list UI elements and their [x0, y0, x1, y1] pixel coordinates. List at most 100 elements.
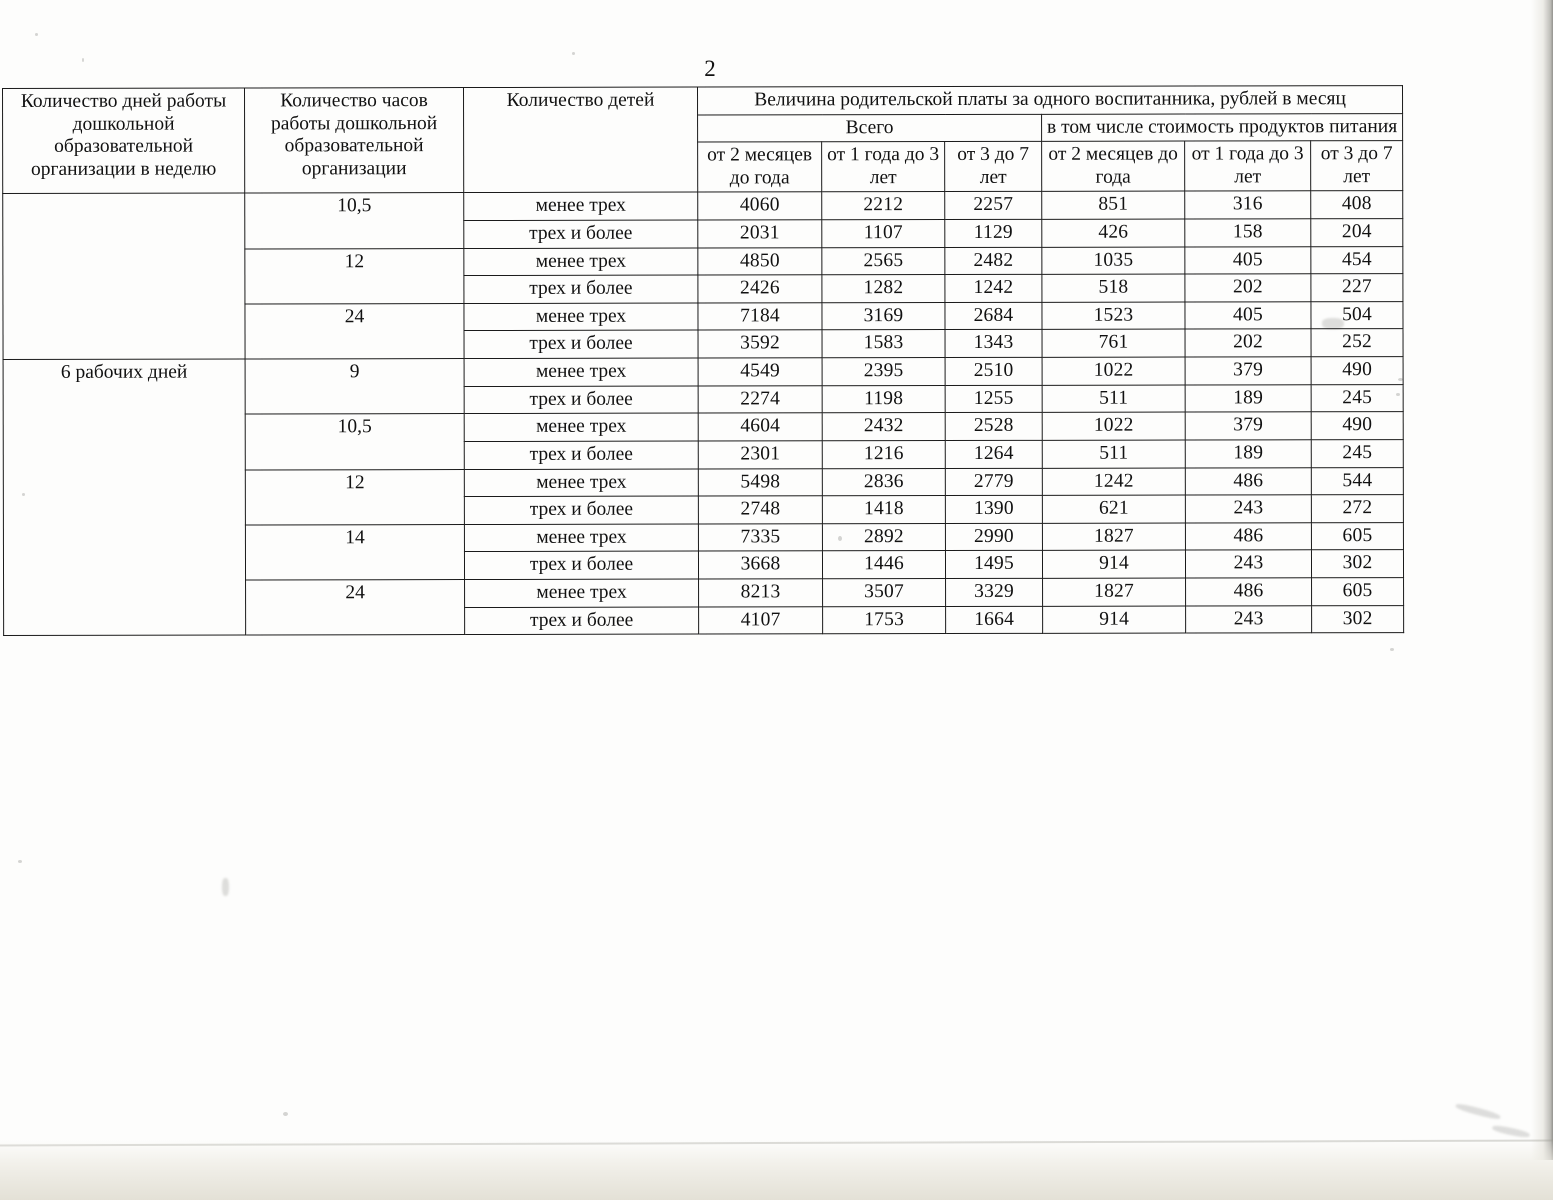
cell-food-2m-1y: 426	[1041, 219, 1185, 247]
cell-total-3y-7y: 1390	[945, 495, 1043, 524]
cell-total-1y-3y: 1282	[821, 274, 945, 303]
header-total: Всего	[697, 113, 1042, 143]
cell-children-count: менее трех	[464, 413, 699, 442]
cell-food-1y-3y: 379	[1185, 356, 1312, 385]
cell-total-3y-7y: 2528	[945, 412, 1043, 441]
scan-speck	[283, 1112, 288, 1116]
cell-total-3y-7y: 3329	[945, 578, 1043, 607]
cell-total-1y-3y: 2836	[822, 468, 946, 496]
cell-total-3y-7y: 2684	[944, 302, 1043, 331]
cell-food-1y-3y: 243	[1185, 494, 1312, 523]
cell-total-2m-1y: 2031	[697, 219, 822, 248]
cell-total-3y-7y: 2990	[945, 523, 1043, 551]
page-edge-shadow-right	[1531, 0, 1553, 1160]
cell-total-2m-1y: 4060	[697, 192, 822, 221]
page-number: 2	[704, 56, 716, 81]
header-children-count: Количество детей	[463, 87, 698, 193]
cell-total-2m-1y: 2301	[698, 440, 823, 469]
cell-total-3y-7y: 2482	[944, 246, 1042, 275]
header-total-age-1y-3y: от 1 года до 3 лет	[821, 141, 945, 193]
cell-total-1y-3y: 1446	[822, 550, 946, 579]
cell-food-2m-1y: 1035	[1041, 246, 1185, 275]
cell-food-2m-1y: 914	[1042, 550, 1186, 579]
cell-children-count: трех и более	[464, 385, 699, 414]
cell-food-3y-7y: 245	[1311, 439, 1404, 468]
scan-speck	[35, 33, 38, 36]
cell-total-2m-1y: 2274	[698, 385, 823, 414]
cell-total-1y-3y: 2432	[822, 412, 946, 441]
cell-hours: 14	[245, 524, 465, 580]
cell-hours: 9	[245, 358, 465, 415]
cell-total-3y-7y: 1129	[944, 219, 1042, 248]
cell-total-2m-1y: 4850	[697, 247, 822, 276]
fee-table-container: Количество дней работы дошкольной образо…	[2, 85, 1404, 636]
cell-children-count: трех и более	[464, 496, 699, 525]
cell-total-2m-1y: 5498	[698, 468, 823, 497]
header-total-age-2m-1y: от 2 месяцев до года	[697, 142, 822, 193]
cell-food-3y-7y: 252	[1311, 329, 1404, 357]
header-food-cost: в том числе стоимость продуктов питания	[1041, 113, 1403, 142]
table-row: 6 рабочих дней 9 менее трех 4549 2395 2510 102…	[3, 356, 1404, 636]
cell-food-2m-1y: 1827	[1042, 577, 1186, 606]
cell-food-1y-3y: 379	[1185, 412, 1312, 440]
cell-food-3y-7y: 302	[1311, 605, 1404, 633]
cell-food-3y-7y: 204	[1310, 218, 1403, 247]
cell-total-1y-3y: 2212	[821, 191, 945, 220]
cell-total-3y-7y: 2257	[944, 191, 1042, 220]
header-row-1: Количество дней работы дошкольной образо…	[2, 85, 1403, 194]
cell-hours: 10,5	[245, 413, 465, 470]
cell-food-2m-1y: 1523	[1041, 301, 1186, 330]
cell-food-2m-1y: 1242	[1042, 467, 1186, 496]
cell-total-2m-1y: 4549	[698, 357, 823, 386]
cell-food-1y-3y: 189	[1185, 439, 1312, 468]
cell-food-2m-1y: 914	[1042, 605, 1186, 634]
cell-food-1y-3y: 202	[1184, 274, 1311, 302]
cell-food-2m-1y: 518	[1041, 274, 1185, 303]
cell-food-2m-1y: 851	[1041, 191, 1185, 220]
cell-total-2m-1y: 2426	[697, 275, 822, 303]
table-body: 10,5 менее трех 4060 2212 2257 851 316 408 трех …	[2, 191, 1404, 636]
cell-food-1y-3y: 405	[1184, 246, 1311, 275]
cell-food-2m-1y: 621	[1042, 495, 1186, 524]
cell-food-2m-1y: 511	[1042, 384, 1186, 413]
cell-days-per-week: 6 рабочих дней	[3, 359, 246, 636]
parental-fee-table: Количество дней работы дошкольной образо…	[2, 85, 1404, 636]
table-row: 10,5 менее трех 4060 2212 2257 851 316 408	[2, 191, 1403, 360]
header-food-age-1y-3y: от 1 года до 3 лет	[1184, 140, 1311, 192]
cell-total-2m-1y: 7335	[698, 523, 823, 552]
table-head: Количество дней работы дошкольной образо…	[2, 85, 1403, 194]
cell-total-3y-7y: 1242	[944, 274, 1042, 303]
cell-total-1y-3y: 2395	[822, 357, 946, 386]
cell-food-3y-7y: 544	[1311, 467, 1404, 495]
cell-total-3y-7y: 2779	[945, 467, 1043, 496]
page-edge-shadow-bottom	[0, 1140, 1553, 1200]
header-hours: Количество часов работы дошкольной образ…	[244, 87, 464, 194]
cell-hours: 24	[245, 579, 465, 636]
cell-hours: 24	[244, 303, 465, 360]
cell-food-3y-7y: 504	[1310, 301, 1404, 330]
cell-total-2m-1y: 4604	[698, 413, 823, 441]
cell-food-1y-3y: 486	[1185, 467, 1312, 496]
cell-food-2m-1y: 1022	[1042, 412, 1186, 441]
cell-total-1y-3y: 1418	[822, 495, 946, 524]
cell-food-1y-3y: 316	[1184, 191, 1311, 220]
cell-total-1y-3y: 1216	[822, 440, 946, 469]
page-edge-line-bottom	[0, 1139, 1553, 1147]
cell-total-1y-3y: 3507	[822, 578, 946, 607]
header-days-per-week: Количество дней работы дошкольной образо…	[2, 87, 245, 194]
cell-total-2m-1y: 8213	[698, 578, 823, 607]
cell-total-1y-3y: 1583	[822, 330, 946, 358]
cell-food-3y-7y: 490	[1311, 411, 1404, 440]
scan-speck	[1390, 648, 1394, 651]
cell-total-1y-3y: 1753	[822, 606, 946, 634]
cell-total-3y-7y: 1255	[945, 385, 1043, 413]
cell-total-2m-1y: 3592	[698, 330, 823, 359]
scan-smudge	[222, 878, 229, 896]
cell-total-1y-3y: 3169	[821, 302, 946, 331]
cell-children-count: трех и более	[463, 275, 698, 304]
cell-hours: 12	[245, 469, 465, 525]
cell-total-3y-7y: 1664	[945, 605, 1043, 634]
cell-children-count: менее трех	[464, 358, 699, 387]
cell-total-1y-3y: 2892	[822, 523, 946, 552]
